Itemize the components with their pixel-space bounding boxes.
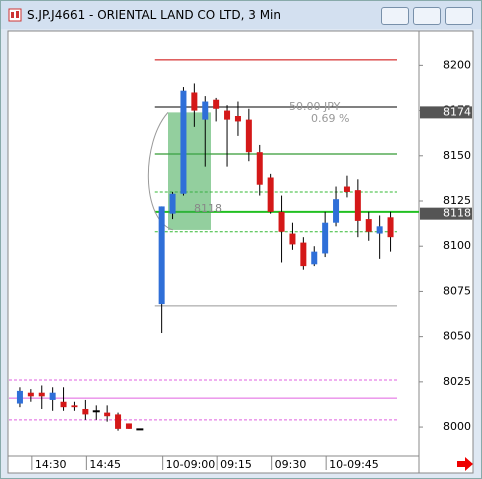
- x-tick-label: 09:15: [220, 458, 252, 471]
- y-tick-label: 8100: [443, 239, 471, 252]
- app-icon: [8, 8, 22, 22]
- candle-body: [16, 390, 23, 404]
- candle-body: [224, 110, 231, 120]
- candle-body: [202, 101, 209, 120]
- chart-frame: [7, 30, 474, 474]
- candle-body: [27, 392, 34, 397]
- candle-body: [333, 199, 340, 223]
- candle-body: [82, 408, 89, 415]
- candle-body: [256, 152, 263, 185]
- close-button[interactable]: [445, 7, 473, 25]
- candle-body: [289, 233, 296, 245]
- candle-body: [376, 226, 383, 234]
- candle-body: [278, 211, 285, 232]
- minimize-button[interactable]: [381, 7, 409, 25]
- candle-body: [136, 428, 144, 431]
- candle-body: [191, 92, 198, 111]
- y-tick-label: 8200: [443, 58, 471, 71]
- x-tick-label: 10-09:45: [329, 458, 379, 471]
- candle-body: [387, 217, 394, 238]
- y-tick-label: 8025: [443, 375, 471, 388]
- candle-body: [60, 401, 67, 408]
- chart: 80008025805080758100812581508175820050.0…: [7, 30, 474, 474]
- candle-body: [267, 177, 274, 212]
- candle-body: [158, 206, 165, 305]
- measure-percent: 0.69 %: [311, 112, 349, 125]
- y-tick-label: 8000: [443, 420, 471, 433]
- candle-body: [343, 186, 350, 192]
- candle-body: [365, 219, 372, 232]
- x-tick-label: 14:30: [35, 458, 67, 471]
- candle-body: [92, 410, 100, 413]
- price-marker: [420, 106, 472, 119]
- measure-amount: 50.00 JPY: [289, 100, 341, 113]
- x-tick-label: 09:30: [275, 458, 307, 471]
- candle-body: [354, 190, 361, 221]
- maximize-button[interactable]: [413, 7, 441, 25]
- candle-body: [322, 222, 329, 254]
- candle-body: [180, 90, 187, 194]
- candle-body: [234, 116, 241, 122]
- candle-body: [245, 119, 252, 153]
- candle-body: [49, 392, 56, 400]
- x-tick-label: 14:45: [89, 458, 121, 471]
- candle-body: [71, 405, 78, 408]
- candle-body: [104, 412, 111, 417]
- y-tick-label: 8150: [443, 149, 471, 162]
- price-marker: [420, 207, 472, 220]
- x-tick-label: 10-09:00: [166, 458, 216, 471]
- y-tick-label: 8050: [443, 330, 471, 343]
- scroll-arrow[interactable]: [457, 457, 473, 471]
- candle-body: [300, 242, 307, 267]
- candle-body: [169, 193, 176, 214]
- window-title: S.JP.J4661 - ORIENTAL LAND CO LTD, 3 Min: [27, 8, 281, 22]
- candle-body: [115, 414, 122, 429]
- candle-body: [311, 251, 318, 265]
- price-marker-label: 8174: [443, 105, 471, 118]
- candle-body: [125, 423, 132, 429]
- y-tick-label: 8075: [443, 284, 471, 297]
- candle-body: [213, 99, 220, 109]
- title-bar: S.JP.J4661 - ORIENTAL LAND CO LTD, 3 Min: [1, 1, 481, 29]
- price-marker-label: 8118: [443, 207, 471, 220]
- candle-body: [38, 392, 45, 397]
- measure-base: 8118: [194, 202, 222, 215]
- y-tick-label: 8125: [443, 194, 471, 207]
